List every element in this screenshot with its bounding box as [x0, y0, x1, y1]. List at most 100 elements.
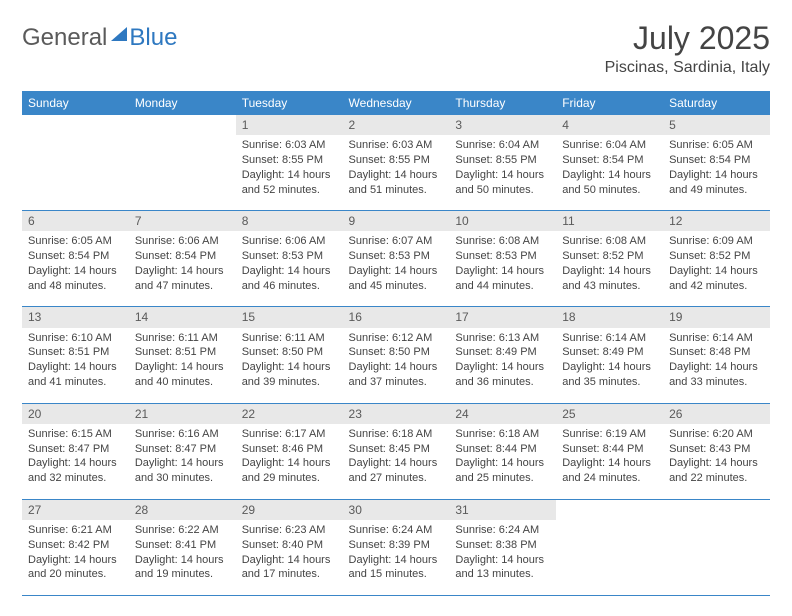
sunrise-line: Sunrise: 6:07 AM [349, 234, 444, 249]
day-body: Sunrise: 6:16 AMSunset: 8:47 PMDaylight:… [129, 424, 236, 499]
sunrise-line: Sunrise: 6:14 AM [562, 331, 657, 346]
calendar-empty-cell: 0 [556, 499, 663, 595]
day-number: 23 [343, 404, 450, 424]
calendar-day-cell: 25Sunrise: 6:19 AMSunset: 8:44 PMDayligh… [556, 403, 663, 499]
sunrise-line: Sunrise: 6:21 AM [28, 523, 123, 538]
calendar-empty-cell: 0 [663, 499, 770, 595]
sunset-line: Sunset: 8:40 PM [242, 538, 337, 553]
calendar-day-cell: 5Sunrise: 6:05 AMSunset: 8:54 PMDaylight… [663, 115, 770, 211]
day-number: 26 [663, 404, 770, 424]
calendar-week-row: 27Sunrise: 6:21 AMSunset: 8:42 PMDayligh… [22, 499, 770, 595]
weekday-header: Tuesday [236, 91, 343, 115]
day-number: 25 [556, 404, 663, 424]
sunset-line: Sunset: 8:47 PM [135, 442, 230, 457]
sunset-line: Sunset: 8:53 PM [242, 249, 337, 264]
sunrise-line: Sunrise: 6:08 AM [455, 234, 550, 249]
calendar-week-row: 6Sunrise: 6:05 AMSunset: 8:54 PMDaylight… [22, 211, 770, 307]
sunset-line: Sunset: 8:46 PM [242, 442, 337, 457]
day-body: Sunrise: 6:14 AMSunset: 8:48 PMDaylight:… [663, 328, 770, 403]
calendar-body: 001Sunrise: 6:03 AMSunset: 8:55 PMDaylig… [22, 115, 770, 595]
sunset-line: Sunset: 8:53 PM [455, 249, 550, 264]
calendar-day-cell: 17Sunrise: 6:13 AMSunset: 8:49 PMDayligh… [449, 307, 556, 403]
calendar-empty-cell: 0 [22, 115, 129, 211]
daylight-line: Daylight: 14 hours and 22 minutes. [669, 456, 764, 486]
calendar-empty-cell: 0 [129, 115, 236, 211]
day-number: 16 [343, 307, 450, 327]
calendar-day-cell: 26Sunrise: 6:20 AMSunset: 8:43 PMDayligh… [663, 403, 770, 499]
sunrise-line: Sunrise: 6:05 AM [669, 138, 764, 153]
daylight-line: Daylight: 14 hours and 35 minutes. [562, 360, 657, 390]
day-body: Sunrise: 6:22 AMSunset: 8:41 PMDaylight:… [129, 520, 236, 595]
sunset-line: Sunset: 8:54 PM [562, 153, 657, 168]
daylight-line: Daylight: 14 hours and 25 minutes. [455, 456, 550, 486]
calendar-day-cell: 9Sunrise: 6:07 AMSunset: 8:53 PMDaylight… [343, 211, 450, 307]
sunset-line: Sunset: 8:43 PM [669, 442, 764, 457]
day-number: 9 [343, 211, 450, 231]
day-body: Sunrise: 6:12 AMSunset: 8:50 PMDaylight:… [343, 328, 450, 403]
day-number: 6 [22, 211, 129, 231]
day-body: Sunrise: 6:19 AMSunset: 8:44 PMDaylight:… [556, 424, 663, 499]
sunrise-line: Sunrise: 6:11 AM [135, 331, 230, 346]
sunrise-line: Sunrise: 6:18 AM [455, 427, 550, 442]
calendar-day-cell: 29Sunrise: 6:23 AMSunset: 8:40 PMDayligh… [236, 499, 343, 595]
day-body: Sunrise: 6:24 AMSunset: 8:39 PMDaylight:… [343, 520, 450, 595]
day-number: 10 [449, 211, 556, 231]
daylight-line: Daylight: 14 hours and 51 minutes. [349, 168, 444, 198]
calendar-day-cell: 24Sunrise: 6:18 AMSunset: 8:44 PMDayligh… [449, 403, 556, 499]
calendar-day-cell: 19Sunrise: 6:14 AMSunset: 8:48 PMDayligh… [663, 307, 770, 403]
calendar-day-cell: 22Sunrise: 6:17 AMSunset: 8:46 PMDayligh… [236, 403, 343, 499]
sunrise-line: Sunrise: 6:18 AM [349, 427, 444, 442]
daylight-line: Daylight: 14 hours and 24 minutes. [562, 456, 657, 486]
sunrise-line: Sunrise: 6:17 AM [242, 427, 337, 442]
calendar-day-cell: 30Sunrise: 6:24 AMSunset: 8:39 PMDayligh… [343, 499, 450, 595]
sunset-line: Sunset: 8:54 PM [28, 249, 123, 264]
daylight-line: Daylight: 14 hours and 48 minutes. [28, 264, 123, 294]
day-number: 21 [129, 404, 236, 424]
sunset-line: Sunset: 8:53 PM [349, 249, 444, 264]
sunset-line: Sunset: 8:42 PM [28, 538, 123, 553]
calendar-day-cell: 12Sunrise: 6:09 AMSunset: 8:52 PMDayligh… [663, 211, 770, 307]
day-body: Sunrise: 6:11 AMSunset: 8:50 PMDaylight:… [236, 328, 343, 403]
sunset-line: Sunset: 8:44 PM [562, 442, 657, 457]
daylight-line: Daylight: 14 hours and 36 minutes. [455, 360, 550, 390]
calendar-day-cell: 1Sunrise: 6:03 AMSunset: 8:55 PMDaylight… [236, 115, 343, 211]
brand-part2: Blue [129, 24, 177, 52]
day-body: Sunrise: 6:17 AMSunset: 8:46 PMDaylight:… [236, 424, 343, 499]
sunrise-line: Sunrise: 6:04 AM [455, 138, 550, 153]
sunrise-line: Sunrise: 6:22 AM [135, 523, 230, 538]
calendar-day-cell: 13Sunrise: 6:10 AMSunset: 8:51 PMDayligh… [22, 307, 129, 403]
day-body: Sunrise: 6:18 AMSunset: 8:44 PMDaylight:… [449, 424, 556, 499]
sunrise-line: Sunrise: 6:13 AM [455, 331, 550, 346]
weekday-header: Sunday [22, 91, 129, 115]
day-number: 13 [22, 307, 129, 327]
day-number: 7 [129, 211, 236, 231]
day-number: 19 [663, 307, 770, 327]
day-number: 3 [449, 115, 556, 135]
weekday-header: Thursday [449, 91, 556, 115]
day-number: 22 [236, 404, 343, 424]
day-body: Sunrise: 6:15 AMSunset: 8:47 PMDaylight:… [22, 424, 129, 499]
brand-logo: General Blue [22, 24, 177, 52]
sunrise-line: Sunrise: 6:08 AM [562, 234, 657, 249]
sunset-line: Sunset: 8:50 PM [349, 345, 444, 360]
day-body: Sunrise: 6:08 AMSunset: 8:52 PMDaylight:… [556, 231, 663, 306]
calendar-week-row: 20Sunrise: 6:15 AMSunset: 8:47 PMDayligh… [22, 403, 770, 499]
calendar-day-cell: 28Sunrise: 6:22 AMSunset: 8:41 PMDayligh… [129, 499, 236, 595]
day-number: 27 [22, 500, 129, 520]
calendar-day-cell: 27Sunrise: 6:21 AMSunset: 8:42 PMDayligh… [22, 499, 129, 595]
calendar-day-cell: 21Sunrise: 6:16 AMSunset: 8:47 PMDayligh… [129, 403, 236, 499]
day-body: Sunrise: 6:06 AMSunset: 8:53 PMDaylight:… [236, 231, 343, 306]
calendar-day-cell: 18Sunrise: 6:14 AMSunset: 8:49 PMDayligh… [556, 307, 663, 403]
calendar-day-cell: 16Sunrise: 6:12 AMSunset: 8:50 PMDayligh… [343, 307, 450, 403]
sunset-line: Sunset: 8:48 PM [669, 345, 764, 360]
calendar-day-cell: 15Sunrise: 6:11 AMSunset: 8:50 PMDayligh… [236, 307, 343, 403]
sunset-line: Sunset: 8:55 PM [242, 153, 337, 168]
weekday-header: Friday [556, 91, 663, 115]
sunrise-line: Sunrise: 6:11 AM [242, 331, 337, 346]
day-number: 20 [22, 404, 129, 424]
day-body: Sunrise: 6:03 AMSunset: 8:55 PMDaylight:… [343, 135, 450, 210]
calendar-day-cell: 4Sunrise: 6:04 AMSunset: 8:54 PMDaylight… [556, 115, 663, 211]
calendar-day-cell: 7Sunrise: 6:06 AMSunset: 8:54 PMDaylight… [129, 211, 236, 307]
day-body: Sunrise: 6:08 AMSunset: 8:53 PMDaylight:… [449, 231, 556, 306]
sunrise-line: Sunrise: 6:09 AM [669, 234, 764, 249]
